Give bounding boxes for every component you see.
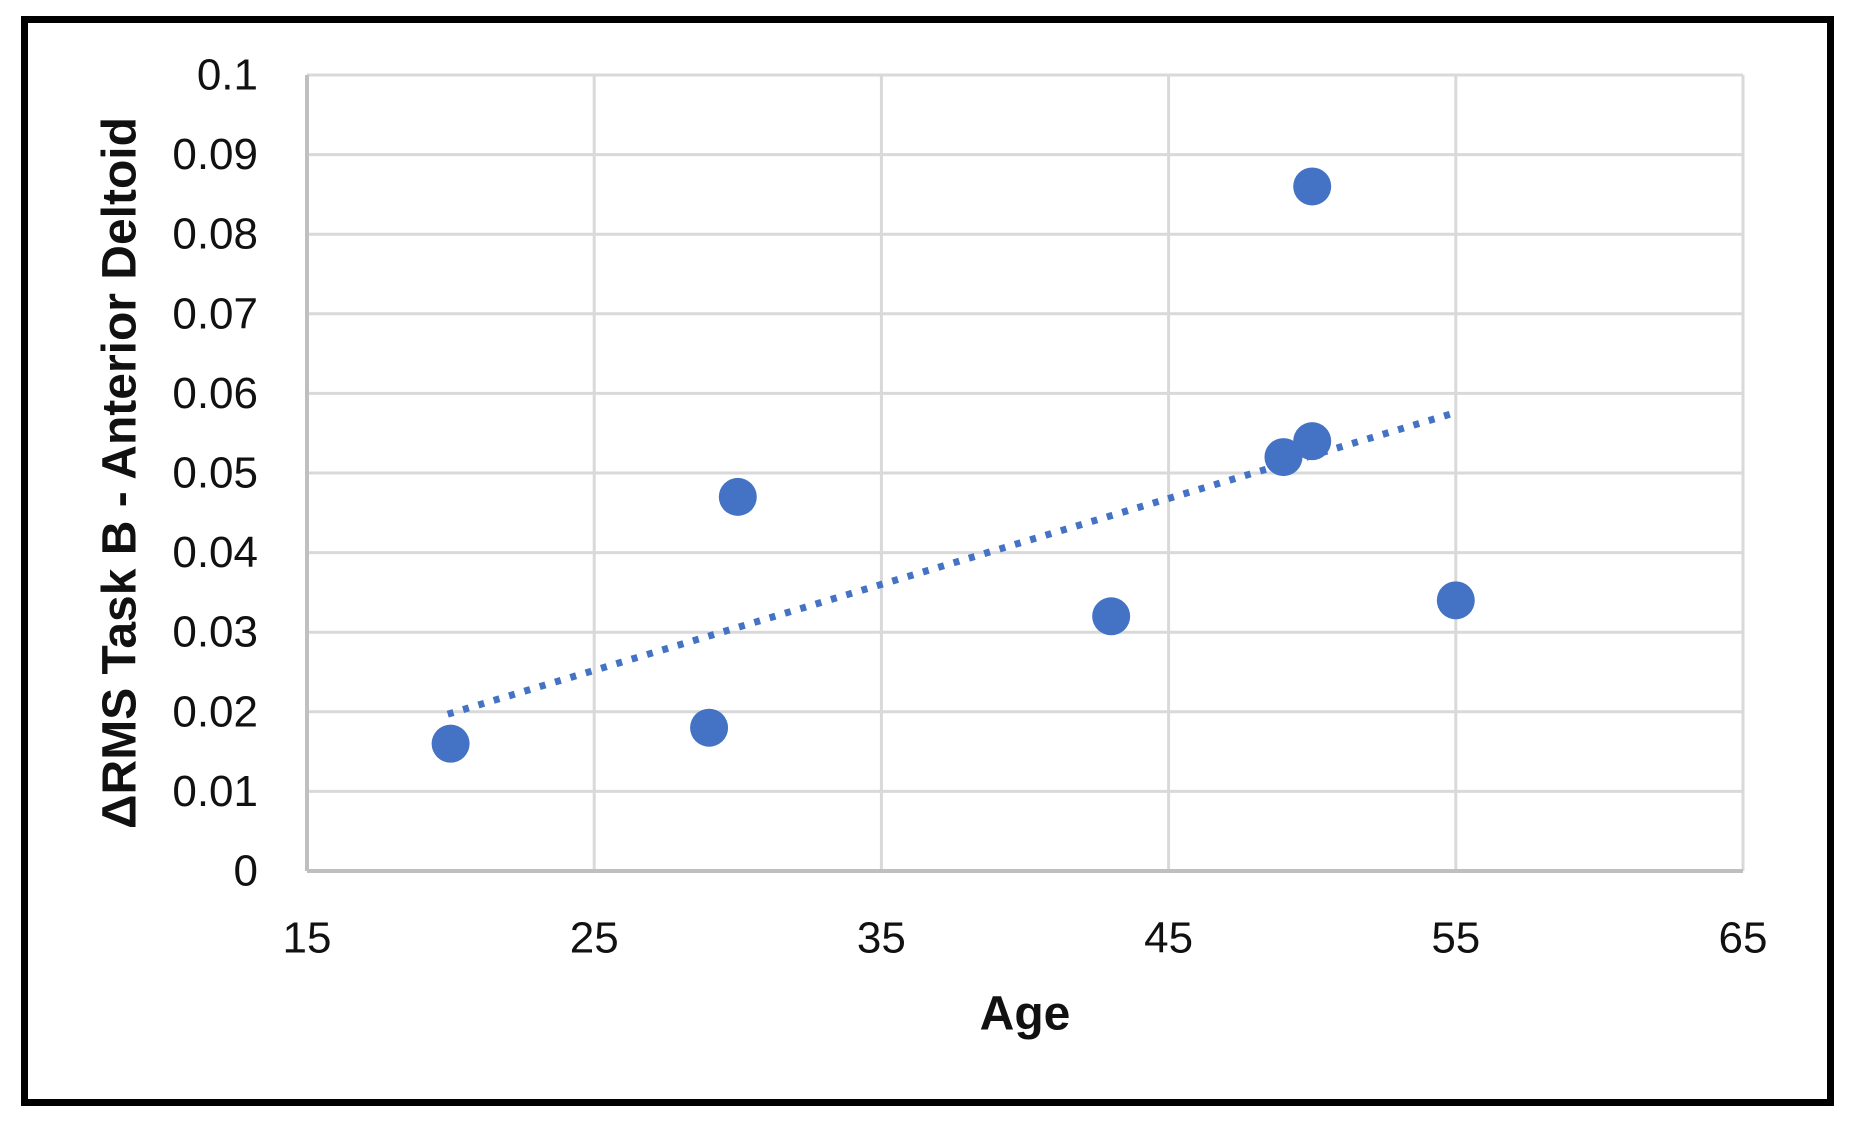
gridlines bbox=[305, 73, 1745, 873]
y-axis-title: ΔRMS Task B - Anterior Deltoid bbox=[94, 117, 147, 829]
y-tick-label: 0.03 bbox=[172, 608, 258, 657]
data-point bbox=[1092, 597, 1131, 636]
y-tick-label: 0.04 bbox=[172, 528, 258, 577]
y-tick-label: 0.01 bbox=[172, 767, 258, 816]
x-axis-title: Age bbox=[980, 988, 1071, 1041]
data-point bbox=[690, 708, 729, 747]
x-tick-label: 15 bbox=[283, 914, 332, 963]
y-tick-label: 0.1 bbox=[197, 51, 258, 100]
y-tick-labels: 0 0.01 0.02 0.03 0.04 0.05 0.06 0.07 0.08 0.09 0.1 bbox=[172, 51, 258, 896]
x-tick-label: 65 bbox=[1719, 914, 1768, 963]
x-tick-label: 55 bbox=[1431, 914, 1480, 963]
chart-frame bbox=[21, 16, 1834, 1106]
axis-lines bbox=[305, 75, 1743, 873]
x-tick-label: 35 bbox=[857, 914, 906, 963]
data-point bbox=[1293, 422, 1332, 461]
data-points-group bbox=[431, 167, 1475, 763]
x-tick-label: 25 bbox=[570, 914, 619, 963]
y-tick-label: 0.08 bbox=[172, 210, 258, 259]
y-tick-label: 0.02 bbox=[172, 687, 258, 736]
y-tick-label: 0.05 bbox=[172, 449, 258, 498]
y-tick-label: 0 bbox=[234, 847, 258, 896]
data-point bbox=[431, 724, 470, 763]
data-point bbox=[1436, 581, 1475, 620]
data-point bbox=[1264, 438, 1303, 477]
data-point bbox=[718, 477, 757, 516]
y-tick-label: 0.09 bbox=[172, 130, 258, 179]
x-tick-label: 45 bbox=[1144, 914, 1193, 963]
y-tick-label: 0.06 bbox=[172, 369, 258, 418]
x-tick-labels: 15 25 35 45 55 65 bbox=[283, 914, 1768, 963]
y-tick-label: 0.07 bbox=[172, 289, 258, 338]
data-point bbox=[1293, 167, 1332, 206]
